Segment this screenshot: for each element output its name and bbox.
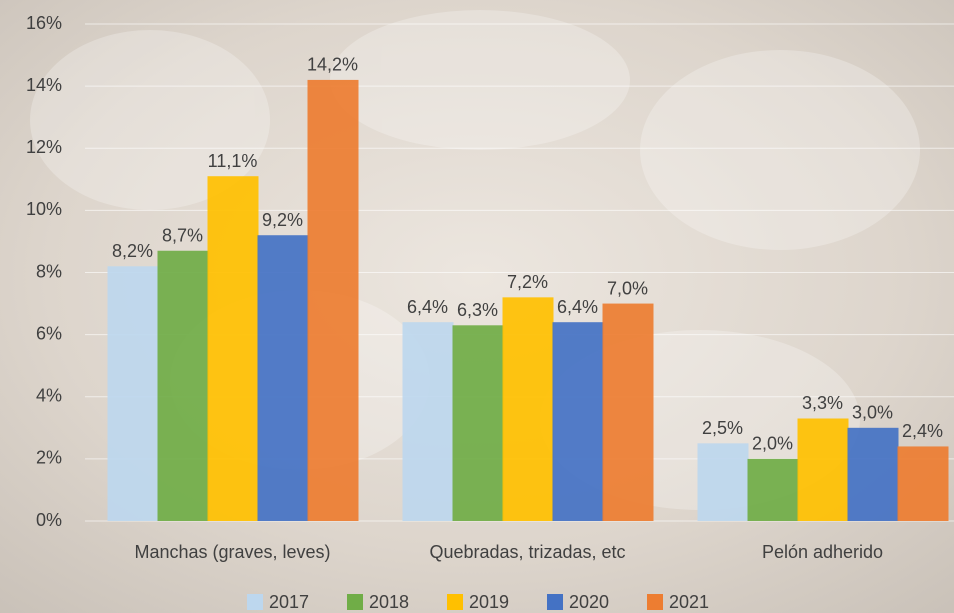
legend-label: 2018: [369, 592, 409, 612]
data-label: 2,4%: [902, 421, 943, 441]
data-label: 7,2%: [507, 272, 548, 292]
bar: [157, 250, 209, 521]
y-tick-label: 2%: [36, 448, 62, 468]
data-label: 2,5%: [702, 418, 743, 438]
bar: [502, 297, 554, 521]
data-label: 11,1%: [208, 151, 258, 171]
bar: [552, 322, 604, 521]
data-label: 8,2%: [112, 241, 153, 261]
data-label: 3,3%: [802, 393, 843, 413]
y-tick-label: 16%: [26, 13, 62, 33]
bar: [452, 325, 504, 521]
bar: [257, 235, 309, 521]
data-label: 6,4%: [557, 297, 598, 317]
bar: [602, 303, 654, 521]
data-label: 9,2%: [262, 210, 303, 230]
legend-swatch: [647, 594, 663, 610]
legend-swatch: [347, 594, 363, 610]
y-tick-label: 0%: [36, 510, 62, 530]
data-label: 6,4%: [407, 297, 448, 317]
legend-label: 2021: [669, 592, 709, 612]
y-tick-label: 14%: [26, 75, 62, 95]
legend-label: 2020: [569, 592, 609, 612]
bar: [747, 458, 799, 521]
y-tick-label: 12%: [26, 137, 62, 157]
legend-swatch: [247, 594, 263, 610]
data-label: 3,0%: [852, 403, 893, 423]
x-tick-label: Pelón adherido: [762, 542, 883, 562]
legend-swatch: [547, 594, 563, 610]
x-tick-label: Manchas (graves, leves): [134, 542, 330, 562]
data-label: 8,7%: [162, 226, 203, 246]
bar: [207, 176, 259, 522]
y-tick-label: 4%: [36, 386, 62, 406]
data-label: 7,0%: [607, 278, 648, 298]
legend-label: 2017: [269, 592, 309, 612]
data-label: 2,0%: [752, 434, 793, 454]
bar: [797, 418, 849, 521]
y-tick-label: 6%: [36, 323, 62, 343]
data-label: 6,3%: [457, 300, 498, 320]
x-tick-label: Quebradas, trizadas, etc: [429, 542, 625, 562]
bar: [847, 427, 899, 521]
bar: [697, 443, 749, 521]
legend-swatch: [447, 594, 463, 610]
legend-label: 2019: [469, 592, 509, 612]
bar: [402, 322, 454, 521]
bar: [107, 266, 159, 521]
bar: [307, 79, 359, 521]
y-tick-label: 10%: [26, 199, 62, 219]
bar: [897, 446, 949, 521]
y-tick-label: 8%: [36, 261, 62, 281]
data-label: 14,2%: [307, 55, 358, 75]
